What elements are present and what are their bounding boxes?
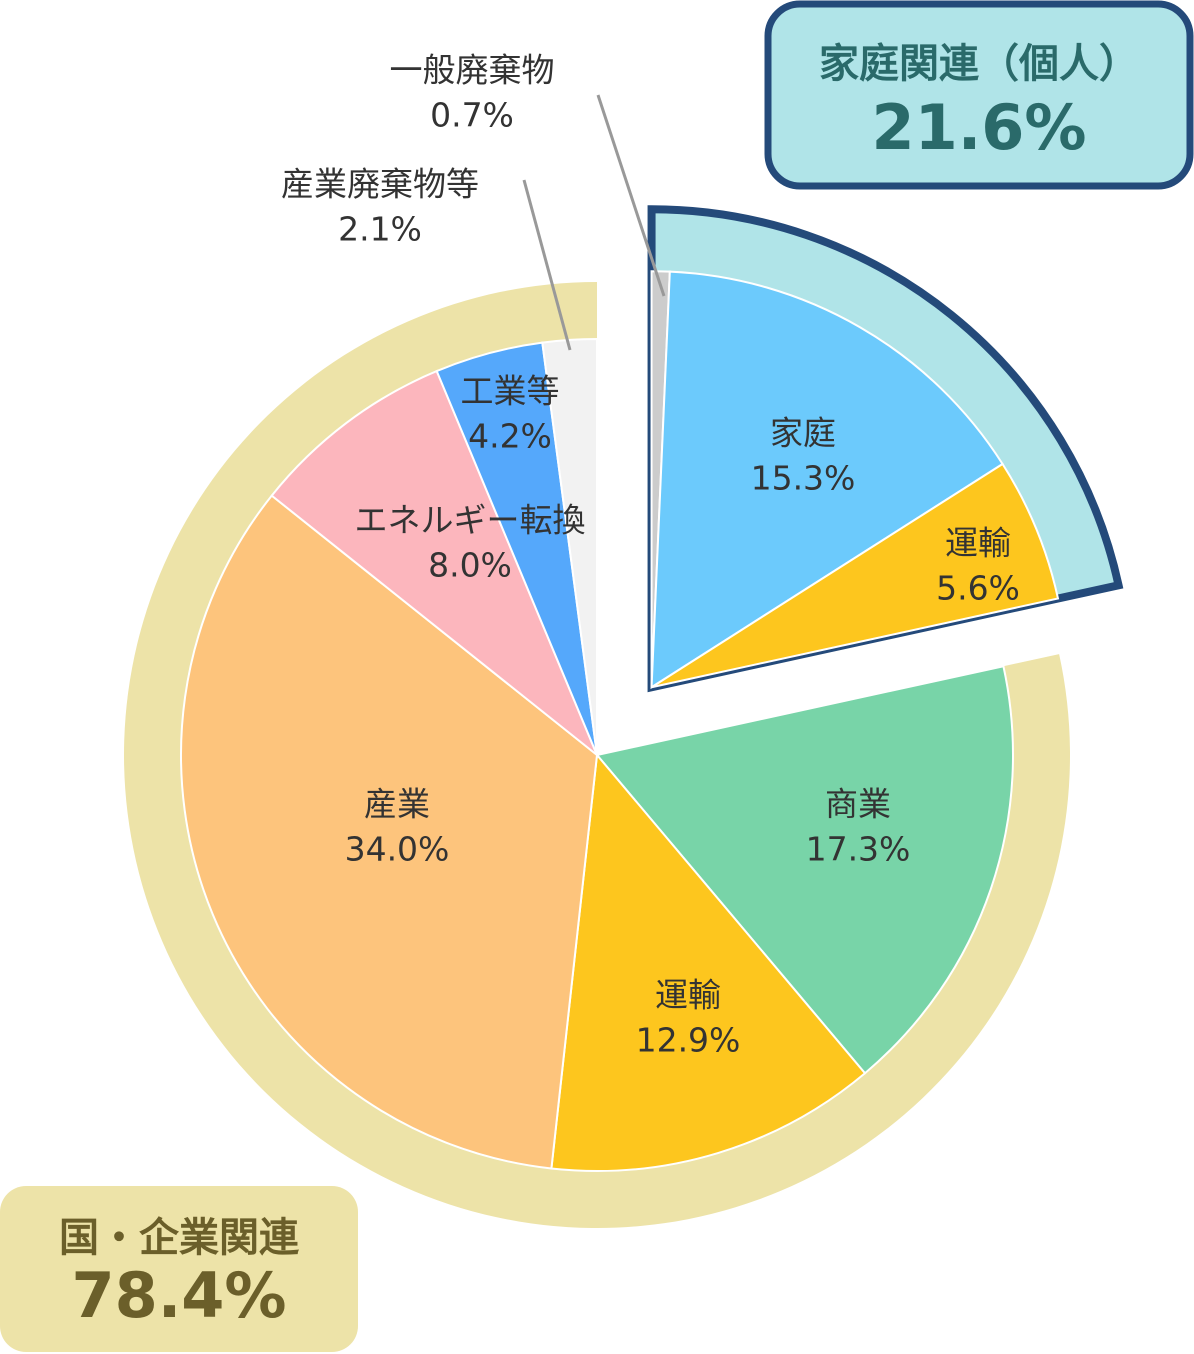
slice-value: 4.2% [468,417,552,456]
slice-label: 産業 [364,785,430,824]
slice-label: 家庭 [770,414,836,453]
group-name: 家庭関連（個人） [819,41,1139,87]
group-name: 国・企業関連 [59,1215,300,1261]
slice-value: 15.3% [751,459,856,498]
slice-value: 2.1% [338,210,422,249]
group-box [0,1186,358,1352]
pie [124,205,1124,1228]
slice-label: 工業等 [461,372,560,411]
pie-slice [650,270,1004,690]
slice-value: 0.7% [430,96,514,135]
pie-slice [180,494,599,1170]
slice-label: 一般廃棄物 [390,51,555,90]
slice-label: 運輸 [655,976,721,1015]
pie-slice [550,752,867,1172]
slice-value: 12.9% [636,1021,741,1060]
slice-label: 運輸 [945,524,1011,563]
slice-value: 17.3% [806,830,911,869]
leader-line [596,94,666,297]
slice-value: 34.0% [345,830,450,869]
slice-label: 産業廃棄物等 [281,165,479,204]
pie-slice [651,462,1060,689]
group-value: 21.6% [871,91,1086,164]
pie-slice [595,665,1014,1075]
group-box [764,0,1194,190]
leader-line [522,179,572,351]
slice-label: エネルギー転換 [355,501,586,540]
slice-value: 5.6% [936,569,1020,608]
pie-slice [541,337,598,756]
group-value: 78.4% [71,1259,286,1332]
pie-slice [270,369,598,756]
slice-value: 8.0% [428,546,512,585]
slice-label: 商業 [825,785,891,824]
